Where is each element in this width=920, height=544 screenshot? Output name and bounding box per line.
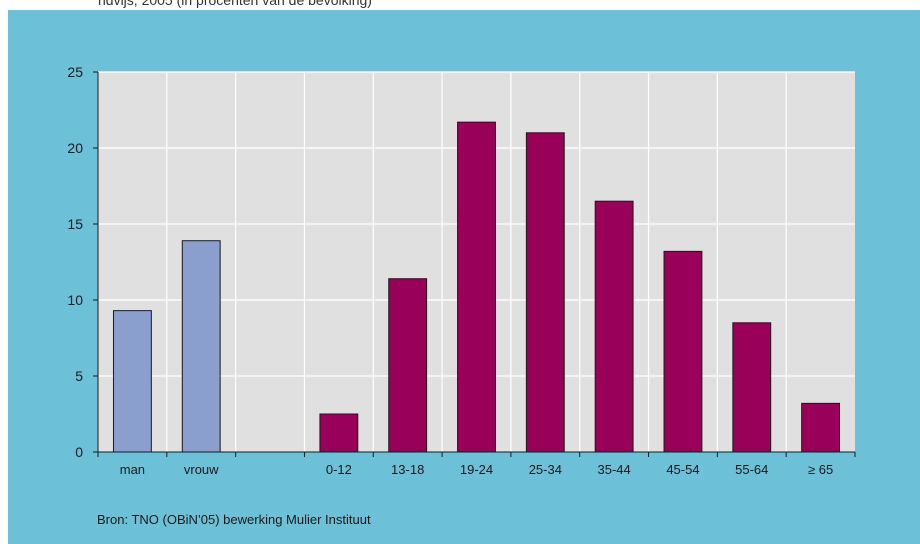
source-note: Bron: TNO (OBiN’05) bewerking Mulier Ins…	[97, 512, 371, 527]
x-tick-label: 19-24	[460, 462, 493, 477]
bar-13-18	[388, 278, 428, 453]
bar-45-54	[663, 250, 703, 453]
bar-25-34	[525, 132, 565, 453]
bar-0-12	[319, 413, 359, 453]
x-tick-label: 25-34	[529, 462, 562, 477]
x-tick-label: 45-54	[666, 462, 699, 477]
x-tick-label: vrouw	[184, 462, 219, 477]
x-tick-label: 13-18	[391, 462, 424, 477]
x-tick-label: 35-44	[598, 462, 631, 477]
bar-vrouw	[181, 240, 221, 453]
bar-55-64	[732, 322, 772, 453]
y-tick-label: 0	[75, 444, 83, 460]
x-tick-label: 0-12	[326, 462, 352, 477]
x-tick-label: 55-64	[735, 462, 768, 477]
y-tick-label: 25	[67, 64, 83, 80]
title-fragment: ndvijs, 2005 (in procenten van de bevolk…	[98, 0, 372, 8]
bar-man	[112, 310, 152, 453]
y-tick-label: 10	[67, 292, 83, 308]
y-tick-label: 5	[75, 368, 83, 384]
y-tick-label: 20	[67, 140, 83, 156]
x-tick-label: man	[120, 462, 145, 477]
x-tick-label: ≥ 65	[808, 462, 833, 477]
bar-19-24	[457, 121, 496, 453]
bar-35-44	[594, 200, 634, 453]
truncated-title: ndvijs, 2005 (in procenten van de bevolk…	[0, 0, 920, 10]
y-tick-label: 15	[67, 216, 83, 232]
bar-≥ 65	[801, 402, 841, 453]
